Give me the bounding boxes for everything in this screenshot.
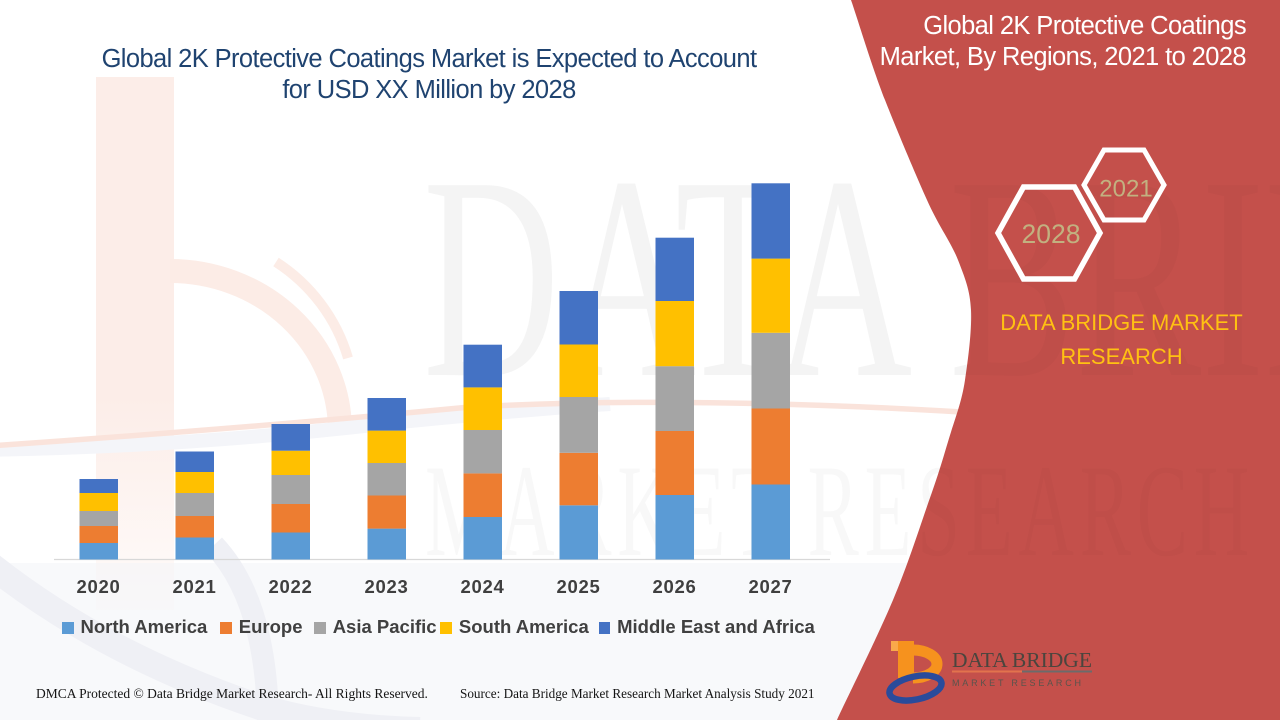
svg-text:2028: 2028 bbox=[1022, 219, 1081, 249]
svg-text:2021: 2021 bbox=[1099, 176, 1152, 203]
svg-text:MARKET RESEARCH: MARKET RESEARCH bbox=[952, 678, 1085, 688]
svg-text:DATA BRIDGE: DATA BRIDGE bbox=[952, 648, 1092, 672]
